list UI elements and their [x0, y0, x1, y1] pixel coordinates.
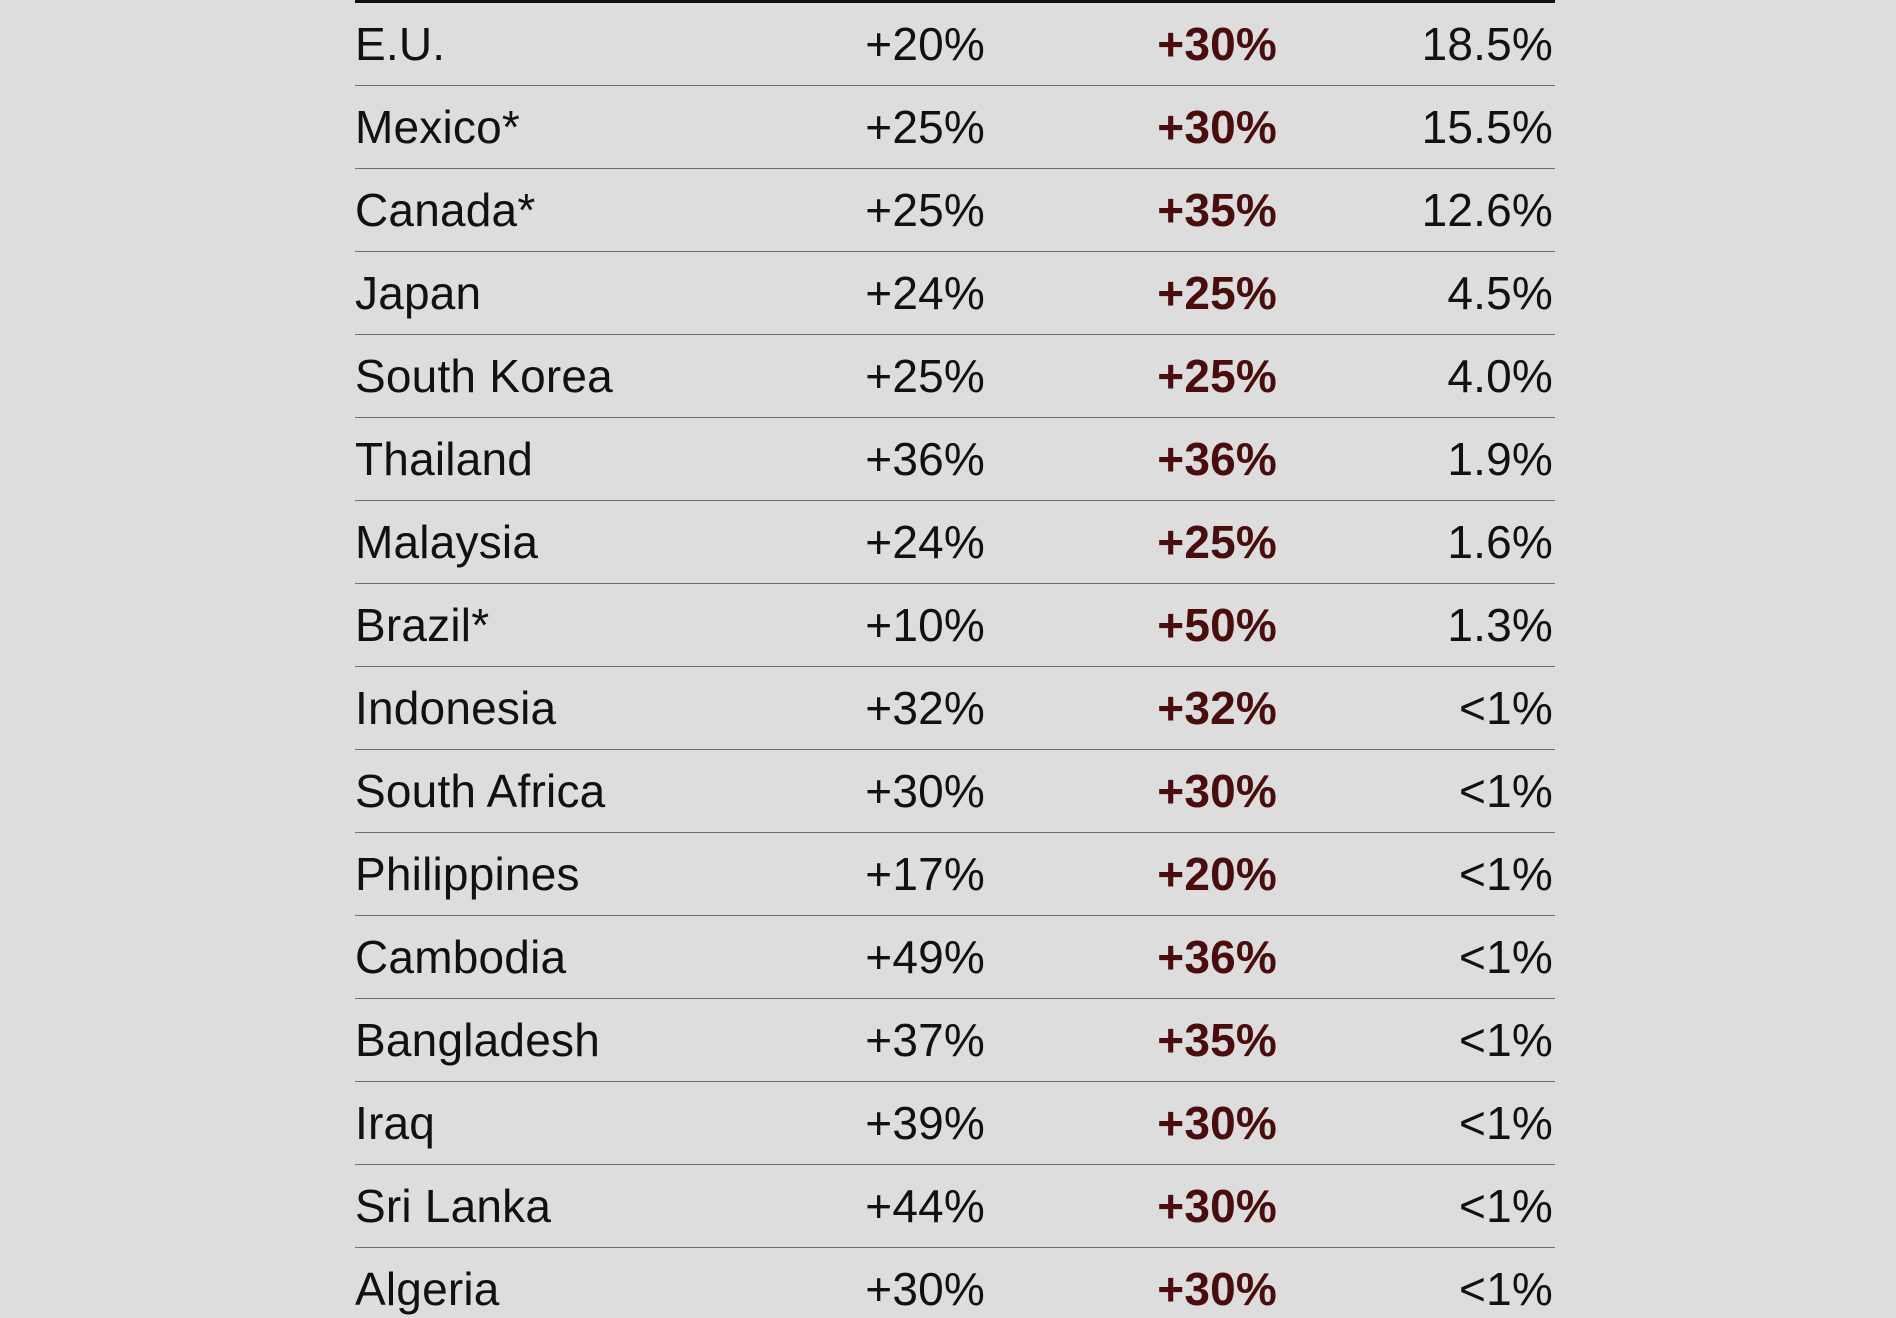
- highlight-value-cell: +25%: [1157, 350, 1277, 402]
- value-cell: +25%: [865, 350, 985, 402]
- table-row: Thailand +36% +36% 1.9%: [355, 418, 1555, 501]
- table-row: Mexico* +25% +30% 15.5%: [355, 86, 1555, 169]
- country-cell: Iraq: [355, 1097, 436, 1149]
- value-cell: +25%: [865, 184, 985, 236]
- table-row: Sri Lanka +44% +30% <1%: [355, 1165, 1555, 1248]
- share-cell: 1.6%: [1447, 516, 1553, 568]
- country-cell: Japan: [355, 267, 482, 319]
- table-row: E.U. +20% +30% 18.5%: [355, 3, 1555, 86]
- country-cell: Malaysia: [355, 516, 539, 568]
- share-cell: <1%: [1459, 682, 1553, 734]
- share-cell: <1%: [1459, 848, 1553, 900]
- country-cell: Cambodia: [355, 931, 567, 983]
- highlight-value-cell: +30%: [1157, 101, 1277, 153]
- value-cell: +49%: [865, 931, 985, 983]
- country-cell: Thailand: [355, 433, 534, 485]
- table-row: Philippines +17% +20% <1%: [355, 833, 1555, 916]
- country-cell: South Africa: [355, 765, 606, 817]
- value-cell: +25%: [865, 101, 985, 153]
- share-cell: <1%: [1459, 765, 1553, 817]
- value-cell: +17%: [865, 848, 985, 900]
- table-row: South Korea +25% +25% 4.0%: [355, 335, 1555, 418]
- table-row: Japan +24% +25% 4.5%: [355, 252, 1555, 335]
- highlight-value-cell: +35%: [1157, 1014, 1277, 1066]
- country-cell: Brazil*: [355, 599, 490, 651]
- table-row: Malaysia +24% +25% 1.6%: [355, 501, 1555, 584]
- table-row: Cambodia +49% +36% <1%: [355, 916, 1555, 999]
- tariff-table: E.U. +20% +30% 18.5% Mexico* +25% +30% 15.5% Can…: [355, 0, 1555, 1318]
- share-cell: 1.9%: [1447, 433, 1553, 485]
- value-cell: +30%: [865, 765, 985, 817]
- table-row: South Africa +30% +30% <1%: [355, 750, 1555, 833]
- highlight-value-cell: +30%: [1157, 765, 1277, 817]
- share-cell: 18.5%: [1421, 18, 1553, 70]
- country-cell: Bangladesh: [355, 1014, 600, 1066]
- highlight-value-cell: +25%: [1157, 516, 1277, 568]
- country-cell: Canada*: [355, 184, 536, 236]
- value-cell: +37%: [865, 1014, 985, 1066]
- highlight-value-cell: +32%: [1157, 682, 1277, 734]
- value-cell: +10%: [865, 599, 985, 651]
- country-cell: Philippines: [355, 848, 580, 900]
- highlight-value-cell: +36%: [1157, 931, 1277, 983]
- value-cell: +44%: [865, 1180, 985, 1232]
- country-cell: Mexico*: [355, 101, 521, 153]
- highlight-value-cell: +25%: [1157, 267, 1277, 319]
- highlight-value-cell: +30%: [1157, 1180, 1277, 1232]
- highlight-value-cell: +35%: [1157, 184, 1277, 236]
- country-cell: E.U.: [355, 18, 446, 70]
- value-cell: +39%: [865, 1097, 985, 1149]
- value-cell: +32%: [865, 682, 985, 734]
- highlight-value-cell: +20%: [1157, 848, 1277, 900]
- share-cell: 4.5%: [1447, 267, 1553, 319]
- share-cell: <1%: [1459, 1014, 1553, 1066]
- value-cell: +24%: [865, 267, 985, 319]
- country-cell: Sri Lanka: [355, 1180, 552, 1232]
- value-cell: +24%: [865, 516, 985, 568]
- share-cell: 12.6%: [1421, 184, 1553, 236]
- country-cell: Algeria: [355, 1263, 500, 1315]
- country-cell: Indonesia: [355, 682, 557, 734]
- table-row: Bangladesh +37% +35% <1%: [355, 999, 1555, 1082]
- share-cell: <1%: [1459, 1180, 1553, 1232]
- table-row: Brazil* +10% +50% 1.3%: [355, 584, 1555, 667]
- table-row: Indonesia +32% +32% <1%: [355, 667, 1555, 750]
- value-cell: +20%: [865, 18, 985, 70]
- value-cell: +36%: [865, 433, 985, 485]
- highlight-value-cell: +30%: [1157, 1097, 1277, 1149]
- value-cell: +30%: [865, 1263, 985, 1315]
- share-cell: 4.0%: [1447, 350, 1553, 402]
- highlight-value-cell: +30%: [1157, 18, 1277, 70]
- country-cell: South Korea: [355, 350, 613, 402]
- table-row: Iraq +39% +30% <1%: [355, 1082, 1555, 1165]
- share-cell: 15.5%: [1421, 101, 1553, 153]
- share-cell: <1%: [1459, 931, 1553, 983]
- highlight-value-cell: +36%: [1157, 433, 1277, 485]
- share-cell: <1%: [1459, 1263, 1553, 1315]
- highlight-value-cell: +50%: [1157, 599, 1277, 651]
- share-cell: <1%: [1459, 1097, 1553, 1149]
- share-cell: 1.3%: [1447, 599, 1553, 651]
- table-row: Canada* +25% +35% 12.6%: [355, 169, 1555, 252]
- table-row: Algeria +30% +30% <1%: [355, 1248, 1555, 1318]
- highlight-value-cell: +30%: [1157, 1263, 1277, 1315]
